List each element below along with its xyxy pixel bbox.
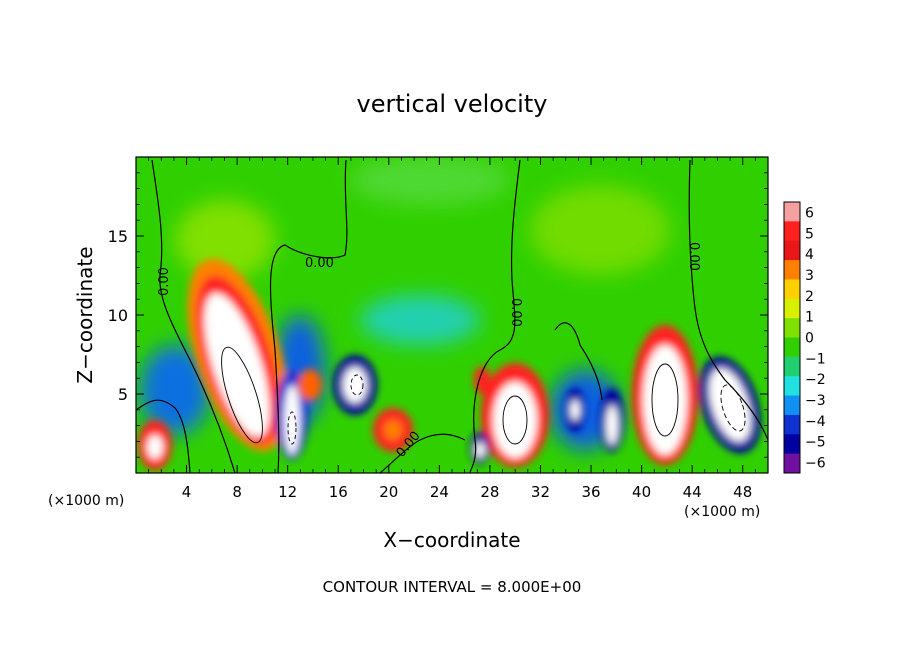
- contour-label: 0.00: [508, 298, 523, 327]
- updraft-core: [204, 293, 270, 437]
- colorbar-swatch: [784, 298, 800, 319]
- x-tick-label: 40: [632, 483, 651, 501]
- x-tick-label: 8: [232, 483, 242, 501]
- contour-label: 0.00: [157, 267, 172, 296]
- zero-contour-line: [269, 159, 348, 473]
- colorbar-tick-label: 3: [805, 268, 814, 284]
- y-axis-label: Z−coordinate: [73, 246, 97, 383]
- x-tick-label: 28: [480, 483, 499, 501]
- y-tick-label: 10: [108, 306, 128, 325]
- colorbar-swatch: [784, 240, 800, 261]
- zero-contour-line: [469, 159, 521, 473]
- x-tick-label: 44: [683, 483, 702, 501]
- x-axis-ticks: 4 8 12 16 20 24 28 32 36 40 44 48: [148, 157, 756, 501]
- core-contours: [221, 346, 746, 445]
- left-blue-region: [140, 345, 210, 435]
- colorbar-swatch: [784, 202, 800, 222]
- zero-contour-line: [688, 159, 768, 441]
- colorbar-tick-label: −3: [805, 393, 826, 409]
- mid-cyan-region: [360, 295, 480, 345]
- x-tick-label: 20: [379, 483, 398, 501]
- colorbar-tick-label: −4: [805, 414, 826, 430]
- upper-yellow-green-region: [175, 200, 275, 280]
- colorbar-swatch: [784, 337, 800, 358]
- updraft-contour: [651, 363, 679, 437]
- colorbar-swatch: [784, 260, 800, 280]
- y-tick-label: 5: [118, 385, 128, 404]
- colorbar-swatch: [784, 279, 800, 300]
- contour-interval-footer: CONTOUR INTERVAL = 8.000E+00: [323, 578, 582, 596]
- updraft-contour: [502, 395, 528, 445]
- x-tick-label: 16: [329, 483, 348, 501]
- downdraft-core: [343, 367, 367, 403]
- downdraft-contour: [350, 374, 364, 396]
- heatmap-field: [136, 157, 768, 473]
- left-updraft-core: [147, 435, 163, 459]
- colorbar-tick-label: −6: [805, 456, 826, 472]
- colorbar-swatch: [784, 395, 800, 416]
- small-downdraft-core: [475, 442, 485, 458]
- colorbar-tick-label: −5: [805, 435, 826, 451]
- colorbar-swatch: [784, 376, 800, 397]
- colorbar-tick-label: 6: [805, 205, 814, 221]
- x-unit-right: (×1000 m): [684, 504, 760, 520]
- colorbar-swatch: [784, 414, 800, 435]
- downdraft-core: [606, 405, 618, 445]
- upper-yellow-green-region: [530, 185, 670, 275]
- colorbar-frame: [783, 201, 801, 474]
- colorbar-swatch: [784, 318, 800, 338]
- colorbar-swatch: [784, 356, 800, 377]
- colorbar-tick-label: −2: [805, 372, 826, 388]
- zero-contour-line: [379, 433, 466, 473]
- updraft-small: [474, 366, 490, 394]
- zero-contour-line: [136, 399, 191, 473]
- colorbar-tick-label: 0: [805, 331, 814, 347]
- x-tick-label: 24: [430, 483, 449, 501]
- x-tick-label: 48: [733, 483, 752, 501]
- colorbar-swatch: [784, 221, 800, 242]
- x-axis-label: X−coordinate: [383, 528, 520, 552]
- x-tick-label: 36: [581, 483, 600, 501]
- colorbar-tick-label: 2: [805, 289, 814, 305]
- x-tick-label: 12: [278, 483, 297, 501]
- zero-contours: [136, 159, 768, 473]
- x-tick-label: 4: [182, 483, 192, 501]
- updraft-contour: [221, 346, 263, 444]
- colorbar: 6 5 4 3 2 1 0 −1 −2 −3 −4 −5 −6: [783, 201, 826, 474]
- updraft-core: [493, 382, 537, 458]
- downdraft-core: [570, 400, 580, 420]
- colorbar-swatch: [784, 453, 800, 474]
- zero-contour-line: [554, 322, 603, 401]
- x-tick-label: 32: [531, 483, 550, 501]
- y-tick-label: 15: [108, 227, 128, 246]
- contour-label: 0.00: [305, 256, 334, 271]
- chart-title: vertical velocity: [357, 90, 548, 118]
- zero-contour-line: [151, 159, 236, 473]
- downdraft-contour: [287, 411, 297, 445]
- downdraft-contour: [720, 384, 746, 432]
- colorbar-tick-label: 4: [805, 247, 814, 263]
- colorbar-swatch: [784, 434, 800, 455]
- downdraft-core: [284, 385, 300, 455]
- colorbar-tick-label: 1: [805, 310, 814, 326]
- downdraft-core: [709, 368, 751, 442]
- top-light-region: [350, 157, 510, 205]
- colorbar-tick-label: 5: [805, 226, 814, 242]
- updraft-core: [643, 345, 687, 455]
- colorbar-tick-label: −1: [805, 351, 826, 367]
- y-axis-ticks: 5 10 15: [108, 172, 768, 458]
- updraft-orange: [384, 420, 402, 440]
- x-unit-left: (×1000 m): [48, 493, 124, 509]
- small-updraft: [298, 369, 322, 401]
- contour-label: 0.00: [686, 242, 701, 271]
